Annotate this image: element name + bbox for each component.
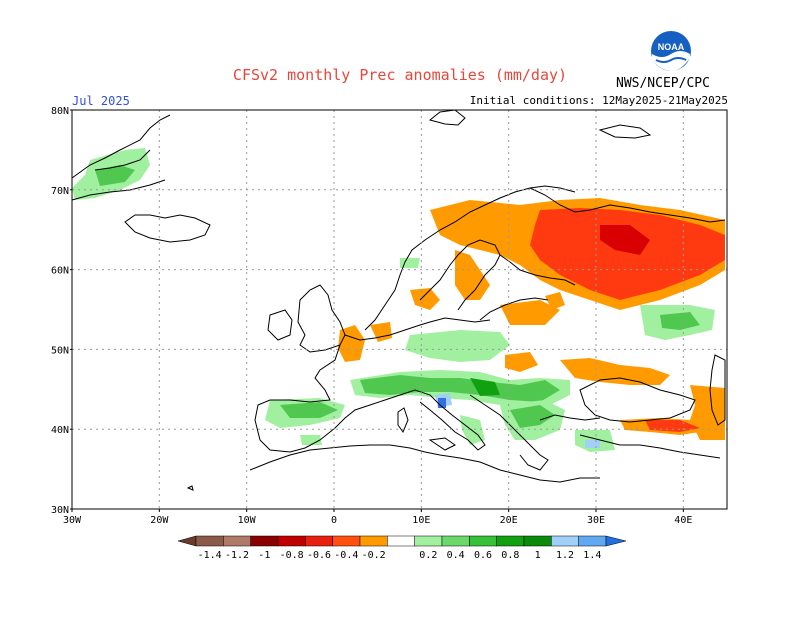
colorbar-tick-label: -0.4 (334, 550, 358, 561)
coastlines (71, 109, 726, 491)
anomaly-shading (72, 148, 725, 452)
lon-label: 10W (238, 515, 257, 526)
anomaly-region-green (95, 165, 135, 186)
anomaly-region-darkred (600, 225, 650, 255)
colorbar-swatch (496, 535, 525, 547)
anomaly-region-darkgreen (470, 378, 500, 396)
colorbar-end-high (605, 535, 627, 547)
colorbar: -1.4 -1.2 -1 -0.8 -0.6 -0.4 -0.2 0.2 0.4 0.6 0.8 1 1… (177, 535, 627, 561)
colorbar-swatch (387, 535, 415, 547)
colorbar-tick-label: 0.2 (419, 550, 437, 561)
colorbar-tick-label: -0.2 (362, 550, 386, 561)
colorbar-tick-label: -0.8 (280, 550, 304, 561)
colorbar-tick-label: -1.2 (225, 550, 249, 561)
lat-label: 50N (51, 345, 69, 356)
colorbar-swatch (359, 535, 388, 547)
colorbar-tick-label: -1.4 (198, 550, 222, 561)
colorbar-swatch (332, 535, 361, 547)
anomaly-region-orange (690, 385, 725, 440)
anomaly-region-lightgreen (300, 435, 322, 445)
colorbar-swatch (305, 535, 333, 547)
anomaly-region-orange (410, 288, 440, 310)
lon-label: 30E (587, 515, 605, 526)
colorbar-tick-label: 1.2 (556, 550, 574, 561)
anomaly-region-orange (505, 352, 538, 372)
colorbar-swatch (441, 535, 470, 547)
colorbar-swatch (223, 535, 251, 547)
map-title: CFSv2 monthly Prec anomalies (mm/day) (232, 66, 568, 84)
valid-month-label: Jul 2025 (72, 94, 130, 108)
graticule (72, 110, 727, 509)
anomaly-region-green (280, 402, 338, 418)
latitude-labels: 80N 70N 60N 50N 40N 30N (51, 106, 72, 516)
lon-label: 10E (412, 515, 430, 526)
colorbar-tick-label: 0.4 (447, 550, 465, 561)
colorbar-tick-label: 0.6 (474, 550, 492, 561)
colorbar-end-low (177, 535, 197, 547)
agency-label: NWS/NCEP/CPC (616, 76, 710, 91)
colorbar-swatch (277, 535, 306, 547)
lon-label: 20W (150, 515, 169, 526)
colorbar-tick-label: 0.8 (501, 550, 519, 561)
colorbar-tick-label: 1 (535, 550, 541, 561)
lat-label: 60N (51, 266, 69, 277)
anomaly-region-lightgreen (405, 330, 510, 362)
lat-label: 80N (51, 106, 69, 117)
anomaly-region-red (645, 420, 700, 432)
anomaly-region-lightgreen (400, 258, 420, 268)
colorbar-swatch (250, 535, 279, 547)
colorbar-swatch (551, 535, 579, 547)
anomaly-region-orange (455, 250, 490, 300)
anomaly-region-green (660, 312, 700, 330)
lon-label: 40E (674, 515, 692, 526)
colorbar-tick-label: -1 (258, 550, 270, 561)
noaa-logo: NOAA (651, 31, 691, 72)
anomaly-region-orange (370, 322, 392, 342)
anomaly-region-green (360, 375, 560, 402)
colorbar-swatch (414, 535, 443, 547)
anomaly-region-green (510, 405, 555, 428)
colorbar-swatch (578, 535, 607, 547)
anomaly-region-lightgreen (460, 415, 485, 445)
colorbar-swatch (523, 535, 552, 547)
lon-label: 30W (63, 515, 82, 526)
colorbar-tick-label: -0.6 (307, 550, 331, 561)
anomaly-region-orange (500, 300, 560, 325)
initial-conditions-label: Initial conditions: 12May2025-21May2025 (469, 94, 728, 107)
anomaly-region-orange (545, 292, 565, 310)
lon-label: 0 (331, 515, 337, 526)
colorbar-swatch (469, 535, 497, 547)
lat-label: 70N (51, 186, 69, 197)
colorbar-swatch (195, 535, 224, 547)
colorbar-tick-label: 1.4 (583, 550, 601, 561)
longitude-labels: 30W 20W 10W 0 10E 20E 30E 40E (63, 509, 692, 526)
anomaly-region-lightblue (585, 440, 600, 448)
lat-label: 30N (51, 505, 69, 516)
anomaly-region-orange (560, 358, 670, 385)
anomaly-region-red (530, 208, 725, 300)
lon-label: 20E (500, 515, 518, 526)
svg-text:NOAA: NOAA (658, 42, 685, 52)
lat-label: 40N (51, 425, 69, 436)
map-frame (71, 109, 728, 510)
anomaly-region-orange (338, 325, 365, 362)
